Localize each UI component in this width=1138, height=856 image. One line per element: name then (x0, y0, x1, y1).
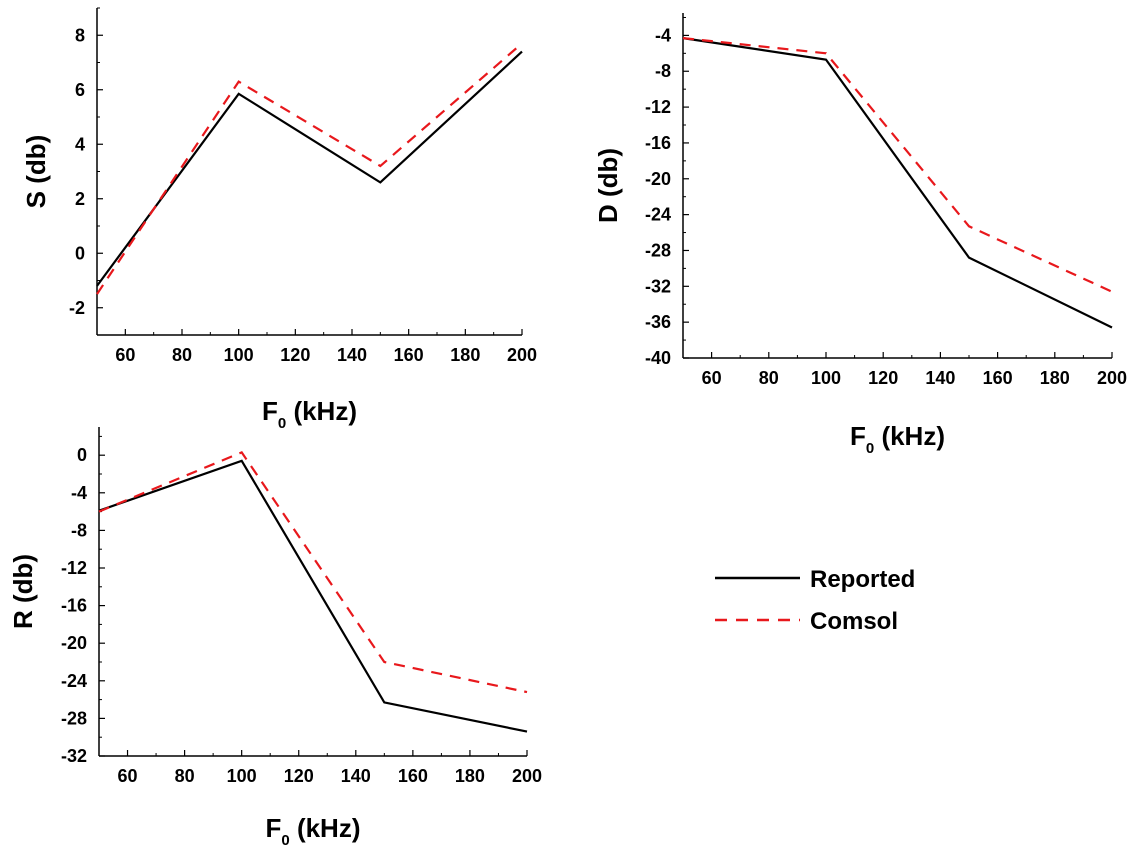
d-x-axis-title: F0 (kHz) (850, 421, 945, 457)
d-y-tick-label: -36 (645, 312, 671, 332)
s-y-tick-label: 4 (75, 134, 85, 154)
r-y-axis-title: R (db) (8, 554, 38, 629)
d-x-axis-title-sub: 0 (866, 440, 874, 457)
s-y-axis-title: S (db) (21, 135, 51, 209)
s-y-tick-label: -2 (69, 298, 85, 318)
d-series-comsol (682, 37, 1113, 293)
r-chart-panel: 60 80 100 120 140 160 180 200 0 -4 -8 -12 -16 -20 -24 -… (8, 427, 542, 849)
r-x-axis-title-rest: (kHz) (290, 813, 361, 843)
s-x-tick-label: 180 (450, 345, 480, 365)
d-y-tick-label: -16 (645, 133, 671, 153)
legend-label-comsol: Comsol (810, 608, 898, 635)
r-series-comsol (98, 451, 528, 694)
d-x-tick-label: 120 (868, 368, 898, 388)
d-x-tick-label: 80 (759, 368, 779, 388)
r-y-tick-label: -20 (61, 633, 87, 653)
s-x-axis-title-main: F (262, 396, 278, 426)
s-x-axis-title-sub: 0 (278, 415, 286, 432)
s-x-tick-label: 80 (172, 345, 192, 365)
s-y-tick-label: 2 (75, 189, 85, 209)
r-x-tick-label: 120 (284, 766, 314, 786)
d-y-tick-label: -12 (645, 97, 671, 117)
d-y-tick-label: -24 (645, 205, 671, 225)
d-y-tick-label: -8 (655, 61, 671, 81)
s-series-reported (96, 50, 523, 287)
r-y-tick-label: -24 (61, 671, 87, 691)
d-x-axis-title-main: F (850, 421, 866, 451)
d-x-tick-label: 140 (925, 368, 955, 388)
d-y-tick-label: -20 (645, 169, 671, 189)
d-x-tick-label: 100 (811, 368, 841, 388)
d-y-tick-label: -32 (645, 276, 671, 296)
legend-label-reported: Reported (810, 566, 915, 593)
s-y-tick-label: 6 (75, 80, 85, 100)
d-x-tick-label: 160 (983, 368, 1013, 388)
d-x-tick-label: 180 (1040, 368, 1070, 388)
r-x-tick-label: 80 (175, 766, 195, 786)
s-x-tick-label: 200 (507, 345, 537, 365)
r-x-tick-label: 200 (512, 766, 542, 786)
d-x-tick-label: 200 (1097, 368, 1127, 388)
d-x-axis-title-rest: (kHz) (874, 421, 945, 451)
legend: Reported Comsol (715, 566, 915, 635)
s-series-comsol (96, 42, 523, 295)
r-y-tick-label: 0 (77, 445, 87, 465)
r-y-tick-label: -8 (71, 520, 87, 540)
d-y-tick-label: -28 (645, 240, 671, 260)
r-x-axis-title-sub: 0 (281, 832, 289, 849)
d-y-tick-label: -40 (645, 348, 671, 368)
r-x-axis-title: F0 (kHz) (265, 813, 360, 849)
r-x-tick-label: 160 (398, 766, 428, 786)
d-x-tick-label: 60 (702, 368, 722, 388)
s-x-axis-title-rest: (kHz) (286, 396, 357, 426)
r-x-tick-label: 60 (118, 766, 138, 786)
r-y-tick-label: -12 (61, 558, 87, 578)
r-y-tick-label: -28 (61, 708, 87, 728)
r-y-tick-label: -16 (61, 596, 87, 616)
s-x-axis-title: F0 (kHz) (262, 396, 357, 432)
d-y-tick-label: -4 (655, 25, 671, 45)
r-y-tick-label: -32 (61, 746, 87, 766)
r-x-tick-label: 100 (227, 766, 257, 786)
r-x-tick-label: 180 (455, 766, 485, 786)
s-y-tick-label: 8 (75, 25, 85, 45)
r-x-tick-label: 140 (341, 766, 371, 786)
s-x-tick-label: 120 (280, 345, 310, 365)
r-series-reported (98, 459, 528, 733)
s-x-tick-label: 100 (224, 345, 254, 365)
r-y-tick-label: -4 (71, 483, 87, 503)
r-x-axis-title-main: F (265, 813, 281, 843)
d-chart-panel: 60 80 100 120 140 160 180 200 -4 -8 -12 -16 -20 -24 -2… (593, 13, 1127, 457)
d-series-reported (682, 37, 1113, 329)
s-y-tick-label: 0 (75, 243, 85, 263)
s-x-tick-label: 160 (394, 345, 424, 365)
s-x-tick-label: 140 (337, 345, 367, 365)
d-y-axis-title: D (db) (593, 148, 623, 223)
s-x-tick-label: 60 (115, 345, 135, 365)
